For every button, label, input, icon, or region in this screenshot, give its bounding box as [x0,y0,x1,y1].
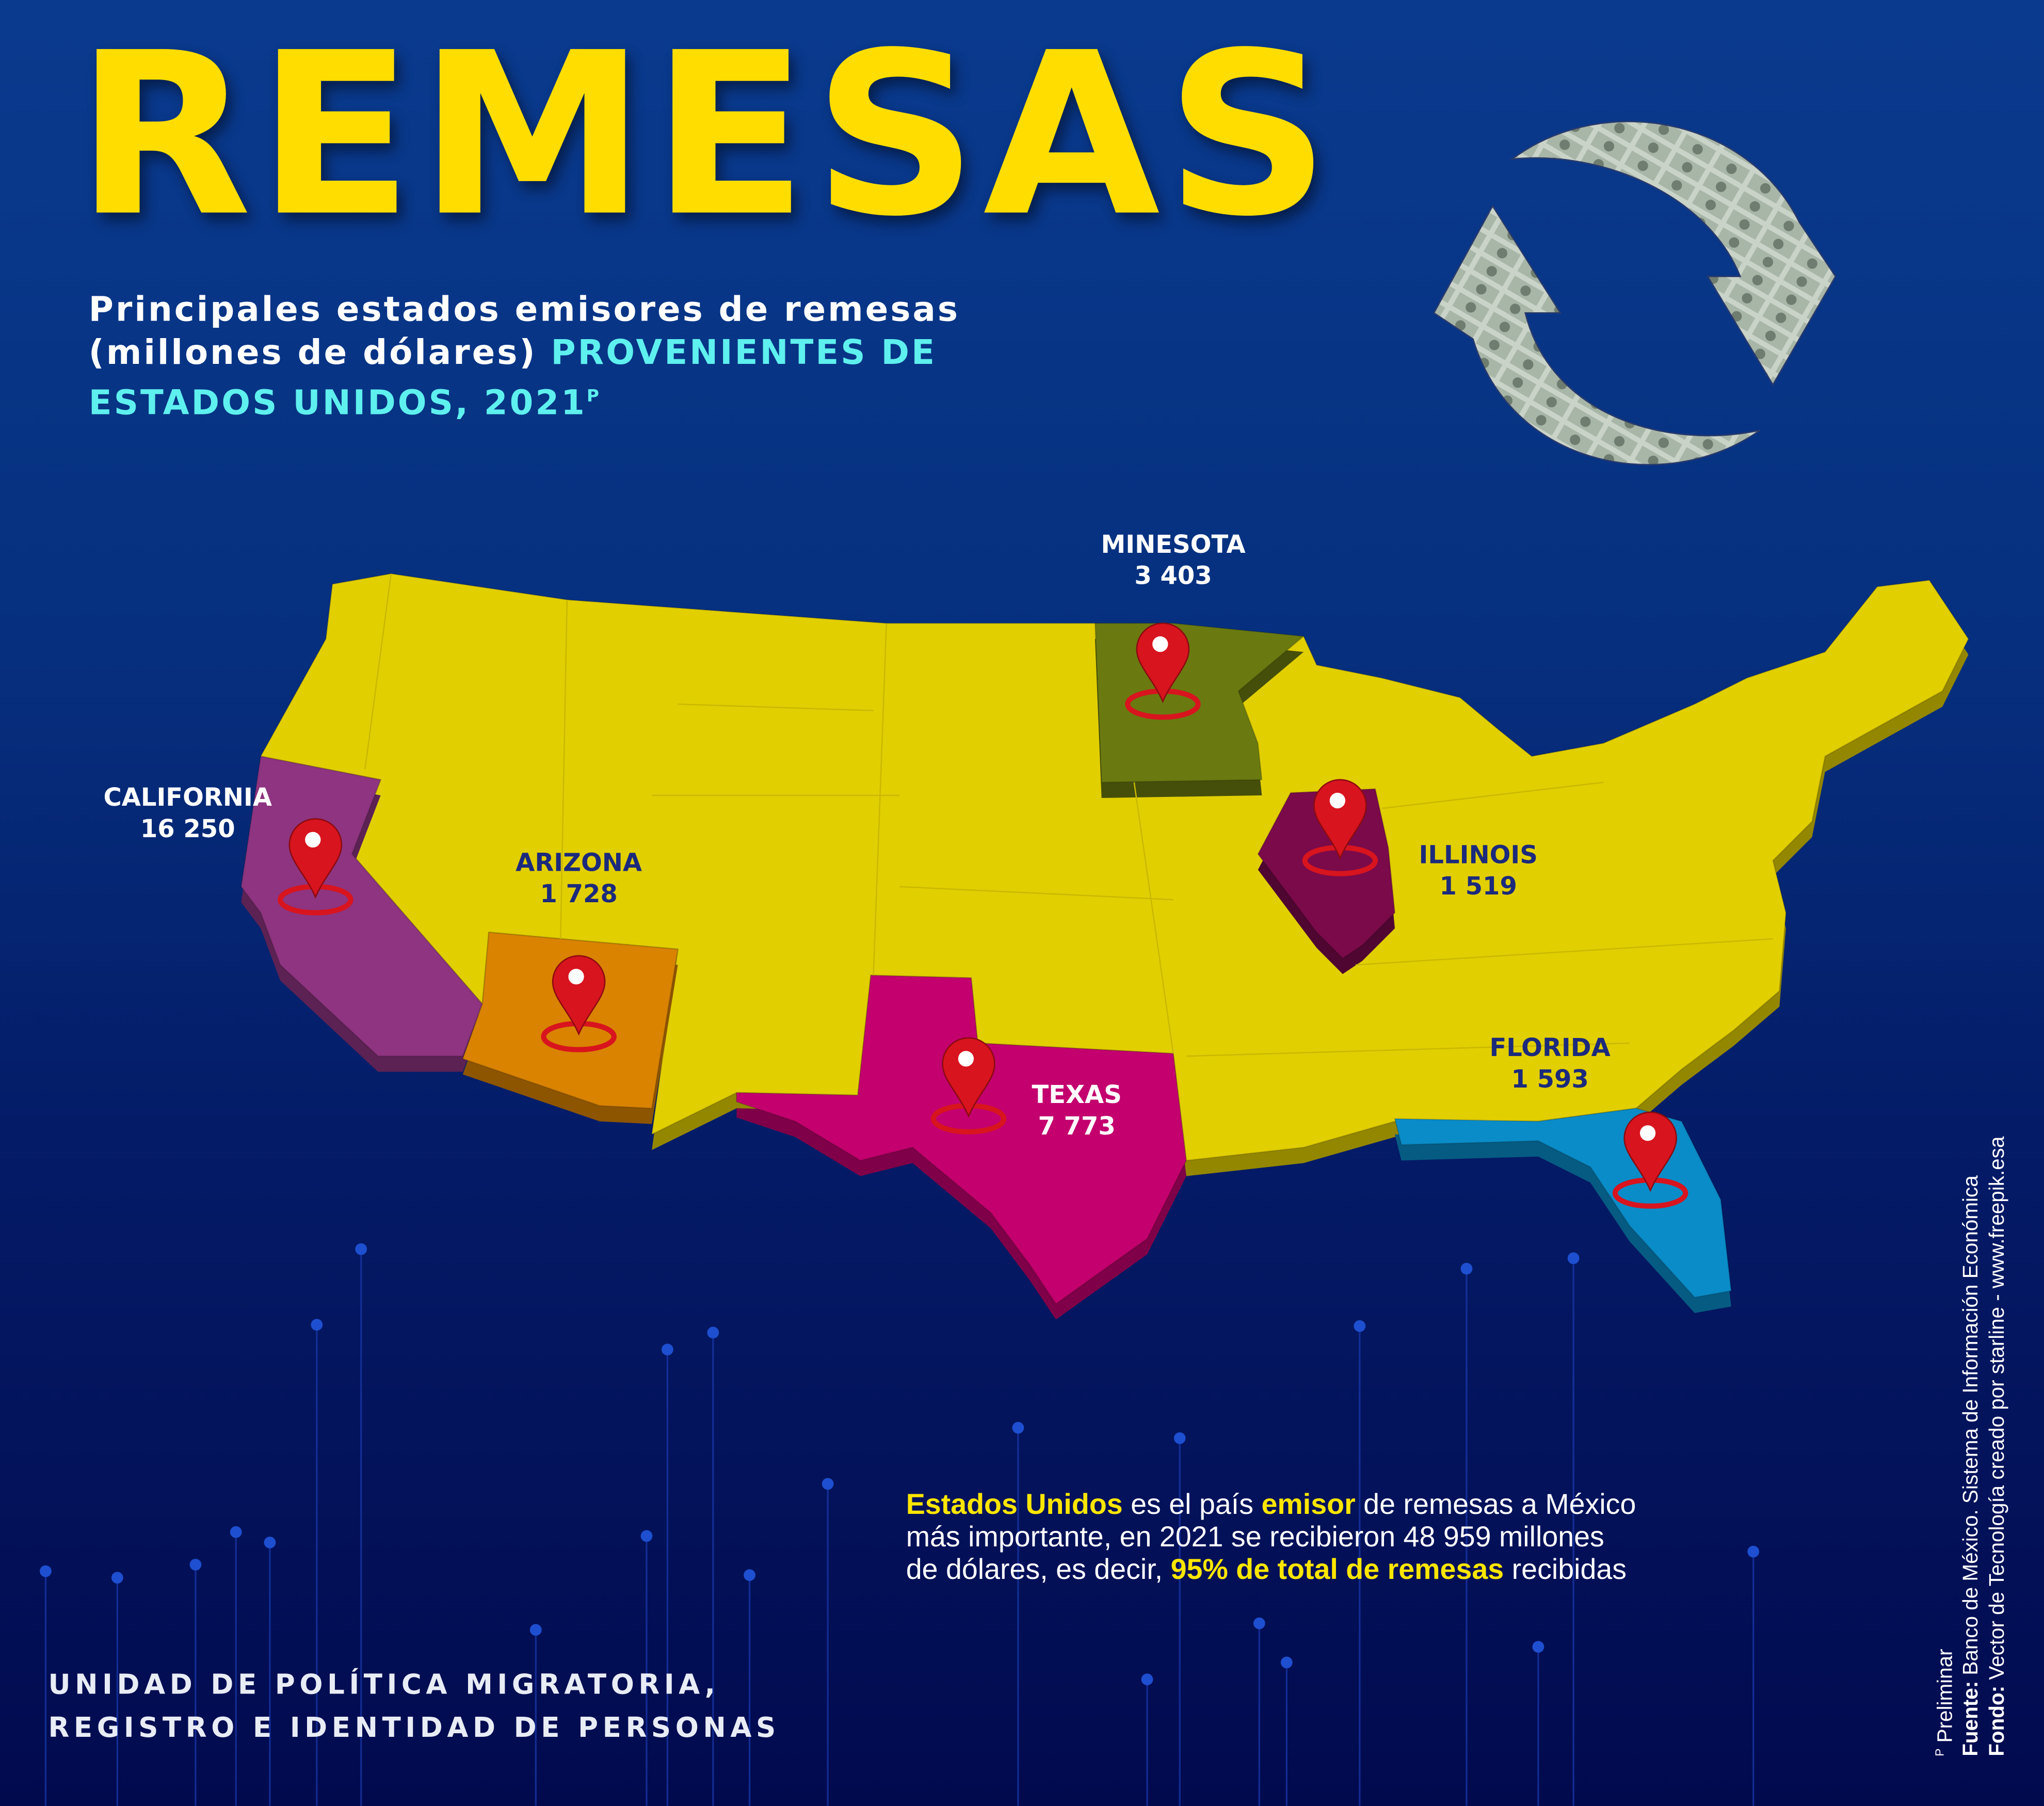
map-pin-icon [541,955,617,1052]
state-arizona [462,931,679,1109]
decor-dot [822,1478,834,1490]
subtitle-highlight: PROVENIENTES DE [551,333,937,373]
label-florida: FLORIDA 1 593 [1489,1034,1611,1094]
decor-dot [640,1530,653,1542]
decor-dot [707,1326,719,1339]
state-border [1356,938,1773,966]
page-title: REMESAS [75,4,1335,266]
us-mainland [260,573,1970,1161]
decor-dot [311,1319,323,1331]
decor-dot [355,1243,367,1255]
state-border [899,886,1173,901]
decor-dot [1460,1262,1473,1275]
state-border [1186,1042,1630,1057]
label-illinois: ILLINOIS 1 519 [1419,841,1538,901]
state-border [1381,781,1604,809]
map-pin-icon [930,1037,1007,1134]
map-pin-icon [1125,622,1201,720]
decor-dot [1280,1656,1293,1669]
summary-paragraph: Estados Unidos es el país emisor de reme… [906,1488,1636,1586]
decor-dot [744,1569,755,1581]
decor-dot [1253,1617,1265,1629]
decor-dot [189,1559,202,1571]
subtitle-line3: ESTADOS UNIDOS, 2021 [88,384,587,424]
source-notes: P Preliminar Fuente: Banco de México. Si… [1933,1136,2009,1756]
decor-dot [264,1537,276,1548]
decor-dot [1173,1432,1186,1444]
decor-dot [111,1572,123,1584]
agency-name: UNIDAD DE POLÍTICA MIGRATORIA, REGISTRO E… [48,1669,780,1744]
state-border [364,573,392,770]
state-border [1133,782,1174,1054]
superscript-p: P [586,387,602,407]
label-texas: TEXAS 7 773 [1032,1081,1122,1141]
map-pin-icon [278,818,353,916]
decor-dot [1012,1421,1024,1434]
decor-dot [1354,1320,1366,1332]
map-pin-icon [1302,779,1378,876]
decor-dot [529,1624,542,1636]
decor-dot [662,1344,673,1355]
decor-dot [230,1526,242,1538]
subtitle-line1: Principales estados emisores de remesas [88,291,960,330]
map-pin-icon [1612,1111,1688,1209]
state-texas [736,974,1187,1305]
label-minnesota: MINESOTA 3 403 [1101,531,1246,591]
state-border [560,600,568,939]
state-border [678,703,874,712]
state-border [873,623,888,976]
decor-dot [1141,1673,1153,1686]
subtitle: Principales estados emisores de remesas … [89,290,960,426]
subtitle-line2: (millones de dólares) [88,333,537,373]
state-florida [1394,1107,1732,1298]
decor-dot [1567,1252,1580,1265]
label-california: CALIFORNIA 16 250 [103,784,272,844]
decor-dot [1532,1641,1544,1653]
label-arizona: ARIZONA 1 728 [516,849,642,909]
decor-dot [40,1565,52,1577]
decor-dot [1747,1545,1760,1558]
